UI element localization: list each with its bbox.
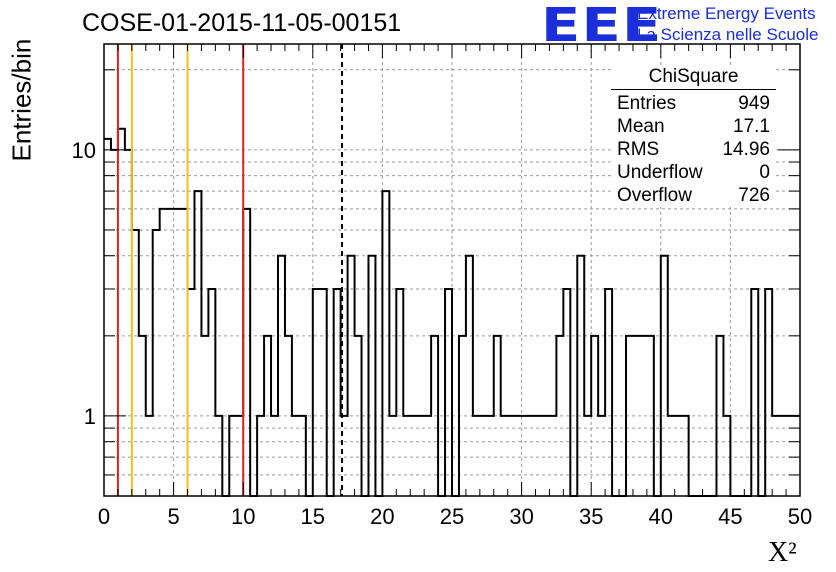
x-tick-label: 20 bbox=[370, 504, 394, 529]
logo-line-2: La Scienza nelle Scuole bbox=[637, 25, 819, 44]
x-tick-label: 50 bbox=[788, 504, 812, 529]
x-tick-label: 45 bbox=[718, 504, 742, 529]
stats-box: ChiSquare Entries 949 Mean 17.1 RMS 14.96 U… bbox=[611, 65, 776, 207]
stats-value: 949 bbox=[738, 93, 770, 114]
axes: 0 5 10 15 20 25 30 35 40 45 50 1 10 bbox=[72, 43, 812, 529]
x-tick-label: 15 bbox=[301, 504, 325, 529]
stats-row: Entries 949 bbox=[611, 92, 776, 115]
stats-label: Overflow bbox=[617, 185, 692, 206]
x-tick-label: 35 bbox=[579, 504, 603, 529]
y-axis-label: Entries/bin bbox=[6, 38, 37, 162]
x-tick-label: 25 bbox=[440, 504, 464, 529]
stats-value: 0 bbox=[759, 162, 770, 183]
histogram-bars bbox=[104, 127, 800, 497]
stats-label: Mean bbox=[617, 116, 665, 137]
stats-row: Overflow 726 bbox=[611, 184, 776, 207]
stats-label: Entries bbox=[617, 93, 677, 114]
stats-label: RMS bbox=[617, 139, 660, 160]
stats-title: ChiSquare bbox=[611, 65, 776, 90]
y-tick-label: 10 bbox=[72, 138, 96, 163]
eee-logo-icon: EEE bbox=[541, 0, 663, 52]
x-tick-label: 30 bbox=[509, 504, 533, 529]
y-tick-label: 1 bbox=[84, 404, 96, 429]
stats-value: 17.1 bbox=[733, 116, 770, 137]
x-tick-label: 5 bbox=[167, 504, 179, 529]
stats-row: RMS 14.96 bbox=[611, 138, 776, 161]
x-axis-label: X² bbox=[768, 537, 797, 568]
stats-value: 726 bbox=[738, 185, 770, 206]
logo-caption: Extreme Energy Events La Scienza nelle S… bbox=[637, 3, 818, 45]
x-tick-label: 0 bbox=[98, 504, 110, 529]
stats-row: Mean 17.1 bbox=[611, 115, 776, 138]
x-tick-label: 40 bbox=[649, 504, 673, 529]
reference-lines bbox=[116, 44, 344, 496]
chart-title: COSE-01-2015-11-05-00151 bbox=[82, 9, 402, 37]
stats-label: Underflow bbox=[617, 162, 703, 183]
stats-value: 14.96 bbox=[722, 139, 770, 160]
x-tick-label: 10 bbox=[231, 504, 255, 529]
stats-row: Underflow 0 bbox=[611, 161, 776, 184]
histogram-outline bbox=[104, 127, 800, 497]
logo-line-1: Extreme Energy Events bbox=[637, 4, 816, 23]
